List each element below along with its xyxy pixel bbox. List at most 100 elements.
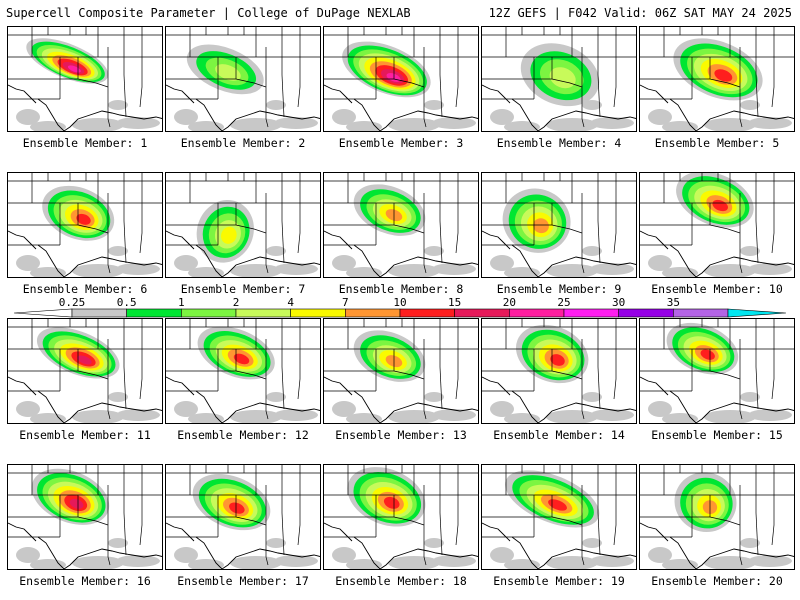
forecast-map [482,465,636,569]
state-borders [324,319,478,423]
member-panel [7,26,163,132]
colorbar-segment [673,308,729,318]
scp-level-15 [69,498,84,509]
member-panel [323,464,479,570]
member-panel [639,318,795,424]
member-panel [323,318,479,424]
forecast-map [8,27,162,131]
colorbar-tick-label: 7 [342,296,349,309]
forecast-map [482,173,636,277]
member-panel [7,318,163,424]
state-borders [640,319,794,423]
forecast-map [640,173,794,277]
forecast-map [166,173,320,277]
colorbar-segment [454,308,510,318]
colorbar-tick-label: 20 [503,296,516,309]
state-borders [640,27,794,131]
state-borders [324,465,478,569]
scp-background-contours [648,392,792,423]
scp-contours [347,467,426,527]
colorbar-tick-label: 10 [393,296,406,309]
colorbar-tick-label: 25 [557,296,570,309]
colorbar-segment [71,308,127,318]
member-panel [165,26,321,132]
scp-background-contours [174,100,318,131]
scp-background-contours [648,246,792,277]
member-label: Ensemble Member: 2 [180,136,306,150]
state-borders [8,319,162,423]
member-label: Ensemble Member: 16 [19,574,151,588]
scp-contours [31,468,110,525]
member-panel [481,26,637,132]
scp-level-10 [383,496,400,509]
member-panel [639,464,795,570]
colorbar-segment [235,308,291,318]
member-label: Ensemble Member: 1 [22,136,148,150]
scp-level-15 [77,355,92,365]
member-label: Ensemble Member: 5 [654,136,780,150]
state-borders [482,319,636,423]
scp-background-contours [174,538,318,569]
scp-background-contours [648,100,792,131]
member-label: Ensemble Member: 14 [493,428,625,442]
scp-level-20 [67,65,81,73]
colorbar-tick-label: 35 [667,296,680,309]
scp-contours [197,326,275,380]
colorbar-tick-label: 2 [233,296,240,309]
colorbar-tick-label: 4 [287,296,294,309]
state-borders [324,173,478,277]
colorbar-tick-label: 1 [178,296,185,309]
member-label: Ensemble Member: 13 [335,428,467,442]
forecast-map [166,465,320,569]
colorbar-segment [290,308,346,318]
colorbar-segment [345,308,401,318]
scp-background-contours [16,392,160,423]
forecast-map [324,319,478,423]
colorbar-segment [563,308,619,318]
member-label: Ensemble Member: 15 [651,428,783,442]
state-borders [324,27,478,131]
scp-contours [674,472,737,532]
scp-level-10 [233,353,250,365]
scp-level-10 [550,354,565,366]
state-borders [640,173,794,277]
forecast-map [640,27,794,131]
run-info: 12Z GEFS | F042 Valid: 06Z SAT MAY 24 20… [488,6,792,20]
scp-contours [342,41,431,98]
member-panel [481,464,637,570]
member-panel [481,172,637,278]
scp-level-10 [548,499,567,511]
state-borders [8,465,162,569]
member-panel [165,318,321,424]
state-borders [482,465,636,569]
forecast-map [482,27,636,131]
member-label: Ensemble Member: 19 [493,574,625,588]
scp-contours [353,330,426,382]
member-label: Ensemble Member: 10 [651,282,783,296]
scp-level-10 [76,213,91,225]
colorbar-tick-label: 0.5 [117,296,137,309]
forecast-map [8,465,162,569]
scp-contours [192,474,271,531]
member-panel [165,464,321,570]
state-borders [482,27,636,131]
forecast-map [8,319,162,423]
member-panel [7,464,163,570]
colorbar-segment [727,308,786,318]
forecast-map [324,173,478,277]
forecast-map [324,465,478,569]
scp-contours [502,188,571,253]
colorbar-segment [618,308,674,318]
scp-contours [36,327,120,379]
colorbar-legend: 0.25 0.5 1 2 4 7 10 15 20 25 30 35 [14,296,786,318]
member-label: Ensemble Member: 12 [177,428,309,442]
scp-background-contours [174,246,318,277]
member-label: Ensemble Member: 9 [496,282,622,296]
scp-contours [676,173,754,228]
member-panel [481,318,637,424]
member-label: Ensemble Member: 20 [651,574,783,588]
member-label: Ensemble Member: 17 [177,574,309,588]
member-label: Ensemble Member: 11 [19,428,151,442]
scp-level-10 [714,69,733,82]
member-label: Ensemble Member: 7 [180,282,306,296]
